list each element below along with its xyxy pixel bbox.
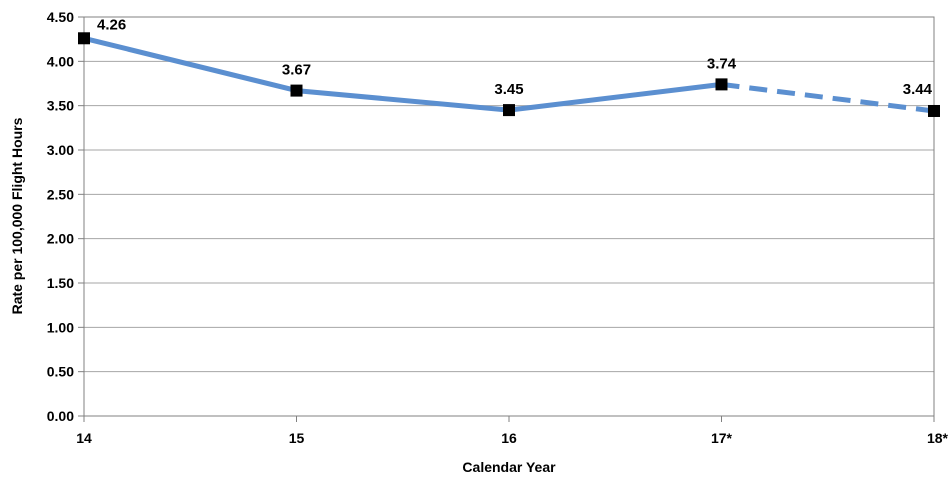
gridlines: [84, 16, 934, 417]
data-label: 3.74: [707, 55, 737, 72]
series-line: [81, 35, 935, 114]
y-axis-title: Rate per 100,000 Flight Hours: [9, 117, 25, 314]
data-point-marker: [78, 32, 90, 45]
y-tick-label: 3.50: [47, 98, 74, 114]
data-point-marker: [503, 104, 515, 117]
y-tick-label: 4.50: [47, 9, 74, 25]
plot-border: [83, 16, 935, 417]
data-label: 3.67: [282, 62, 311, 79]
data-label: 4.26: [97, 16, 126, 33]
y-tick-label: 1.00: [47, 319, 74, 335]
y-tick-label: 1.50: [47, 275, 74, 291]
data-point-marker: [928, 104, 940, 117]
data-point-marker: [290, 84, 303, 97]
data-label: 3.44: [903, 81, 933, 98]
axes: [83, 16, 935, 417]
series-line-dashed: [721, 81, 935, 114]
x-tick-label: 15: [289, 430, 305, 446]
x-axis-ticks: 14 15 16 17* 18*: [76, 416, 949, 446]
y-axis-ticks: 0.00 0.50 1.00 1.50 2.00 2.50 3.00 3.50 4.00 4.50: [47, 9, 84, 424]
y-tick-label: 0.00: [47, 408, 74, 424]
x-tick-label: 17*: [711, 430, 733, 446]
x-tick-label: 14: [76, 430, 92, 446]
x-axis-title: Calendar Year: [462, 459, 556, 475]
data-labels: 4.26 3.67 3.45 3.74 3.44: [97, 16, 933, 98]
data-point-marker: [715, 78, 728, 91]
y-tick-label: 4.00: [47, 53, 74, 69]
x-tick-label: 16: [501, 430, 517, 446]
series-markers: [78, 32, 940, 117]
series-line-solid: [81, 35, 724, 113]
data-label: 3.45: [494, 81, 523, 98]
y-tick-label: 0.50: [47, 364, 74, 380]
y-tick-label: 2.00: [47, 231, 74, 247]
x-tick-label: 18*: [927, 430, 949, 446]
y-tick-label: 2.50: [47, 186, 74, 202]
y-tick-label: 3.00: [47, 142, 74, 158]
